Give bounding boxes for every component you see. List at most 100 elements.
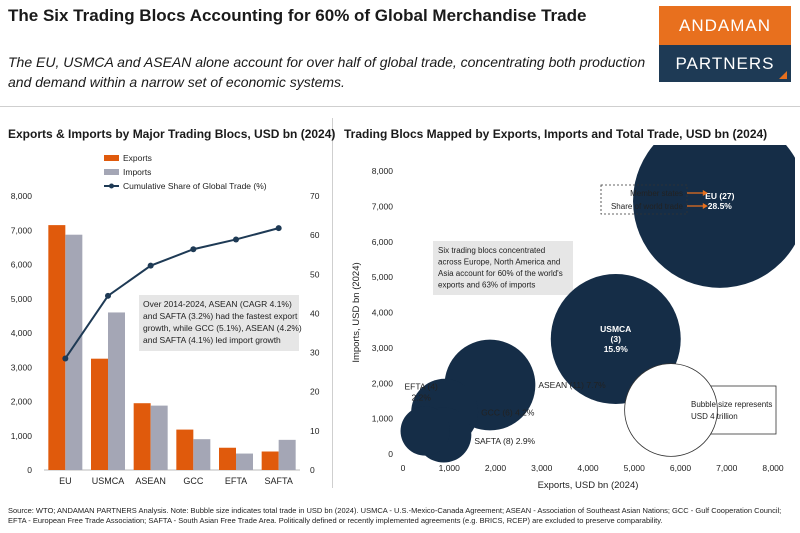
bubble-label: 28.5% bbox=[708, 201, 733, 211]
line-point bbox=[105, 292, 111, 299]
x-tick-label: SAFTA bbox=[264, 476, 292, 486]
y2-tick-label: 40 bbox=[310, 308, 320, 318]
logo-triangle-icon bbox=[779, 71, 787, 79]
y2-tick-label: 70 bbox=[310, 191, 320, 201]
y-tick-label: 6,000 bbox=[372, 237, 394, 247]
annotation-box bbox=[433, 241, 573, 295]
x-tick-label: 5,000 bbox=[624, 463, 646, 473]
bubble-label: 2.2% bbox=[412, 392, 432, 402]
y-tick-label: 7,000 bbox=[11, 225, 33, 235]
y-tick-label: 3,000 bbox=[372, 343, 394, 353]
y-tick-label: 5,000 bbox=[372, 272, 394, 282]
legend-swatch-imports bbox=[104, 169, 119, 175]
bubble-label: EFTA (4) bbox=[405, 381, 439, 391]
y-tick-label: 1,000 bbox=[372, 414, 394, 424]
annotation-text: Six trading blocs concentrated bbox=[438, 246, 545, 255]
y-tick-label: 8,000 bbox=[11, 191, 33, 201]
x-tick-label: 6,000 bbox=[670, 463, 692, 473]
bubble-chart: 0 1,000 2,000 3,000 4,000 5,000 6,000 7,000 8,00… bbox=[351, 145, 795, 491]
annotation-box bbox=[139, 295, 299, 351]
bar-imports bbox=[65, 234, 83, 470]
bubble-efta bbox=[400, 406, 450, 456]
y-tick-label: 8,000 bbox=[372, 166, 394, 176]
legend-label-imports: Imports bbox=[123, 167, 151, 177]
footer-note: Source: WTO; ANDAMAN PARTNERS Analysis. … bbox=[8, 506, 782, 525]
bar-imports bbox=[236, 453, 253, 470]
size-legend-text: USD 4 trillion bbox=[691, 412, 738, 421]
bar-exports bbox=[219, 447, 236, 470]
x-tick-label: 0 bbox=[401, 463, 406, 473]
y-tick-label: 0 bbox=[388, 449, 393, 459]
bubble-label: GCC (6) 4.2% bbox=[481, 407, 535, 417]
bubble-label: (3) bbox=[611, 334, 622, 344]
y-tick-label: 3,000 bbox=[11, 362, 33, 372]
annotation-text: and SAFTA (4.1%) led import growth bbox=[143, 335, 281, 345]
bar-imports bbox=[193, 439, 211, 470]
x-tick-label: EFTA bbox=[225, 476, 247, 486]
bar-chart: 0 1,000 2,000 3,000 4,000 5,000 6,000 7,000 8,00… bbox=[11, 153, 320, 486]
y-tick-label: 1,000 bbox=[11, 431, 33, 441]
callout-box bbox=[600, 184, 688, 215]
line-point bbox=[190, 246, 197, 253]
line-cumulative-share bbox=[64, 227, 279, 360]
x-tick-label: 4,000 bbox=[577, 463, 599, 473]
y2-tick-label: 20 bbox=[310, 387, 320, 397]
y-tick-label: 5,000 bbox=[11, 294, 33, 304]
y2-tick-label: 30 bbox=[310, 348, 320, 358]
y2-tick-label: 50 bbox=[310, 269, 320, 279]
callout-arrow-head bbox=[702, 190, 708, 196]
x-tick-label: 3,000 bbox=[531, 463, 553, 473]
logo-line-2: PARTNERS bbox=[675, 53, 775, 73]
bubble-label: EU (27) bbox=[705, 191, 734, 201]
x-tick-label: 8,000 bbox=[762, 463, 784, 473]
x-tick-label: ASEAN bbox=[135, 476, 166, 486]
bubble-label: USMCA bbox=[600, 324, 631, 334]
bubble-label: 15.9% bbox=[604, 344, 629, 354]
header-divider bbox=[0, 106, 800, 107]
y-tick-label: 4,000 bbox=[11, 328, 33, 338]
y-tick-label: 4,000 bbox=[372, 308, 394, 318]
bar-imports bbox=[108, 312, 125, 470]
chart-divider bbox=[332, 118, 333, 488]
callout-member-states: Member states bbox=[630, 189, 683, 198]
line-point bbox=[233, 236, 239, 243]
annotation-text: exports and 63% of imports bbox=[438, 281, 535, 290]
annotation-text: growth, while GCC (5.1%), ASEAN (4.2%) bbox=[143, 323, 302, 333]
company-logo: ANDAMAN PARTNERS bbox=[659, 6, 791, 82]
callout-share: Share of world trade bbox=[611, 202, 684, 211]
annotation-text: Asia account for 60% of the world's bbox=[438, 269, 563, 278]
page-title: The Six Trading Blocs Accounting for 60%… bbox=[8, 6, 587, 25]
size-legend-text: Bubble size represents bbox=[691, 400, 772, 409]
y2-tick-label: 60 bbox=[310, 230, 320, 240]
callout-arrow-head bbox=[702, 203, 708, 209]
legend-swatch-line-dot bbox=[109, 183, 114, 189]
annotation-text: across Europe, North America and bbox=[438, 258, 560, 267]
x-tick-label: GCC bbox=[183, 476, 204, 486]
bar-exports bbox=[133, 403, 151, 470]
bubble-label: SAFTA (8) 2.9% bbox=[474, 436, 535, 446]
y-tick-label: 2,000 bbox=[372, 378, 394, 388]
logo-line-1: ANDAMAN bbox=[659, 6, 791, 45]
bubble-label: ASEAN (11) 7.7% bbox=[538, 380, 606, 390]
x-tick-label: 2,000 bbox=[485, 463, 507, 473]
y-tick-label: 7,000 bbox=[372, 201, 394, 211]
bar-imports bbox=[150, 405, 168, 470]
bubble-chart-title: Trading Blocs Mapped by Exports, Imports… bbox=[344, 127, 768, 141]
x-tick-label: USMCA bbox=[92, 476, 125, 486]
x-tick-label: EU bbox=[59, 476, 72, 486]
line-point bbox=[147, 262, 154, 269]
x-tick-label: 1,000 bbox=[439, 463, 461, 473]
y2-tick-label: 0 bbox=[310, 465, 315, 475]
legend-swatch-exports bbox=[104, 155, 119, 161]
legend-label-exports: Exports bbox=[123, 153, 152, 163]
line-point bbox=[275, 225, 282, 232]
y-tick-label: 6,000 bbox=[11, 260, 33, 270]
y-tick-label: 0 bbox=[27, 465, 32, 475]
annotation-text: and SAFTA (3.2%) had the fastest export bbox=[143, 311, 298, 321]
y2-tick-label: 10 bbox=[310, 426, 320, 436]
bubble-eu bbox=[633, 145, 795, 288]
annotation-text: Over 2014-2024, ASEAN (CAGR 4.1%) bbox=[143, 299, 292, 309]
x-tick-label: 7,000 bbox=[716, 463, 738, 473]
bar-chart-title: Exports & Imports by Major Trading Blocs… bbox=[8, 127, 336, 141]
bar-exports bbox=[91, 358, 108, 470]
